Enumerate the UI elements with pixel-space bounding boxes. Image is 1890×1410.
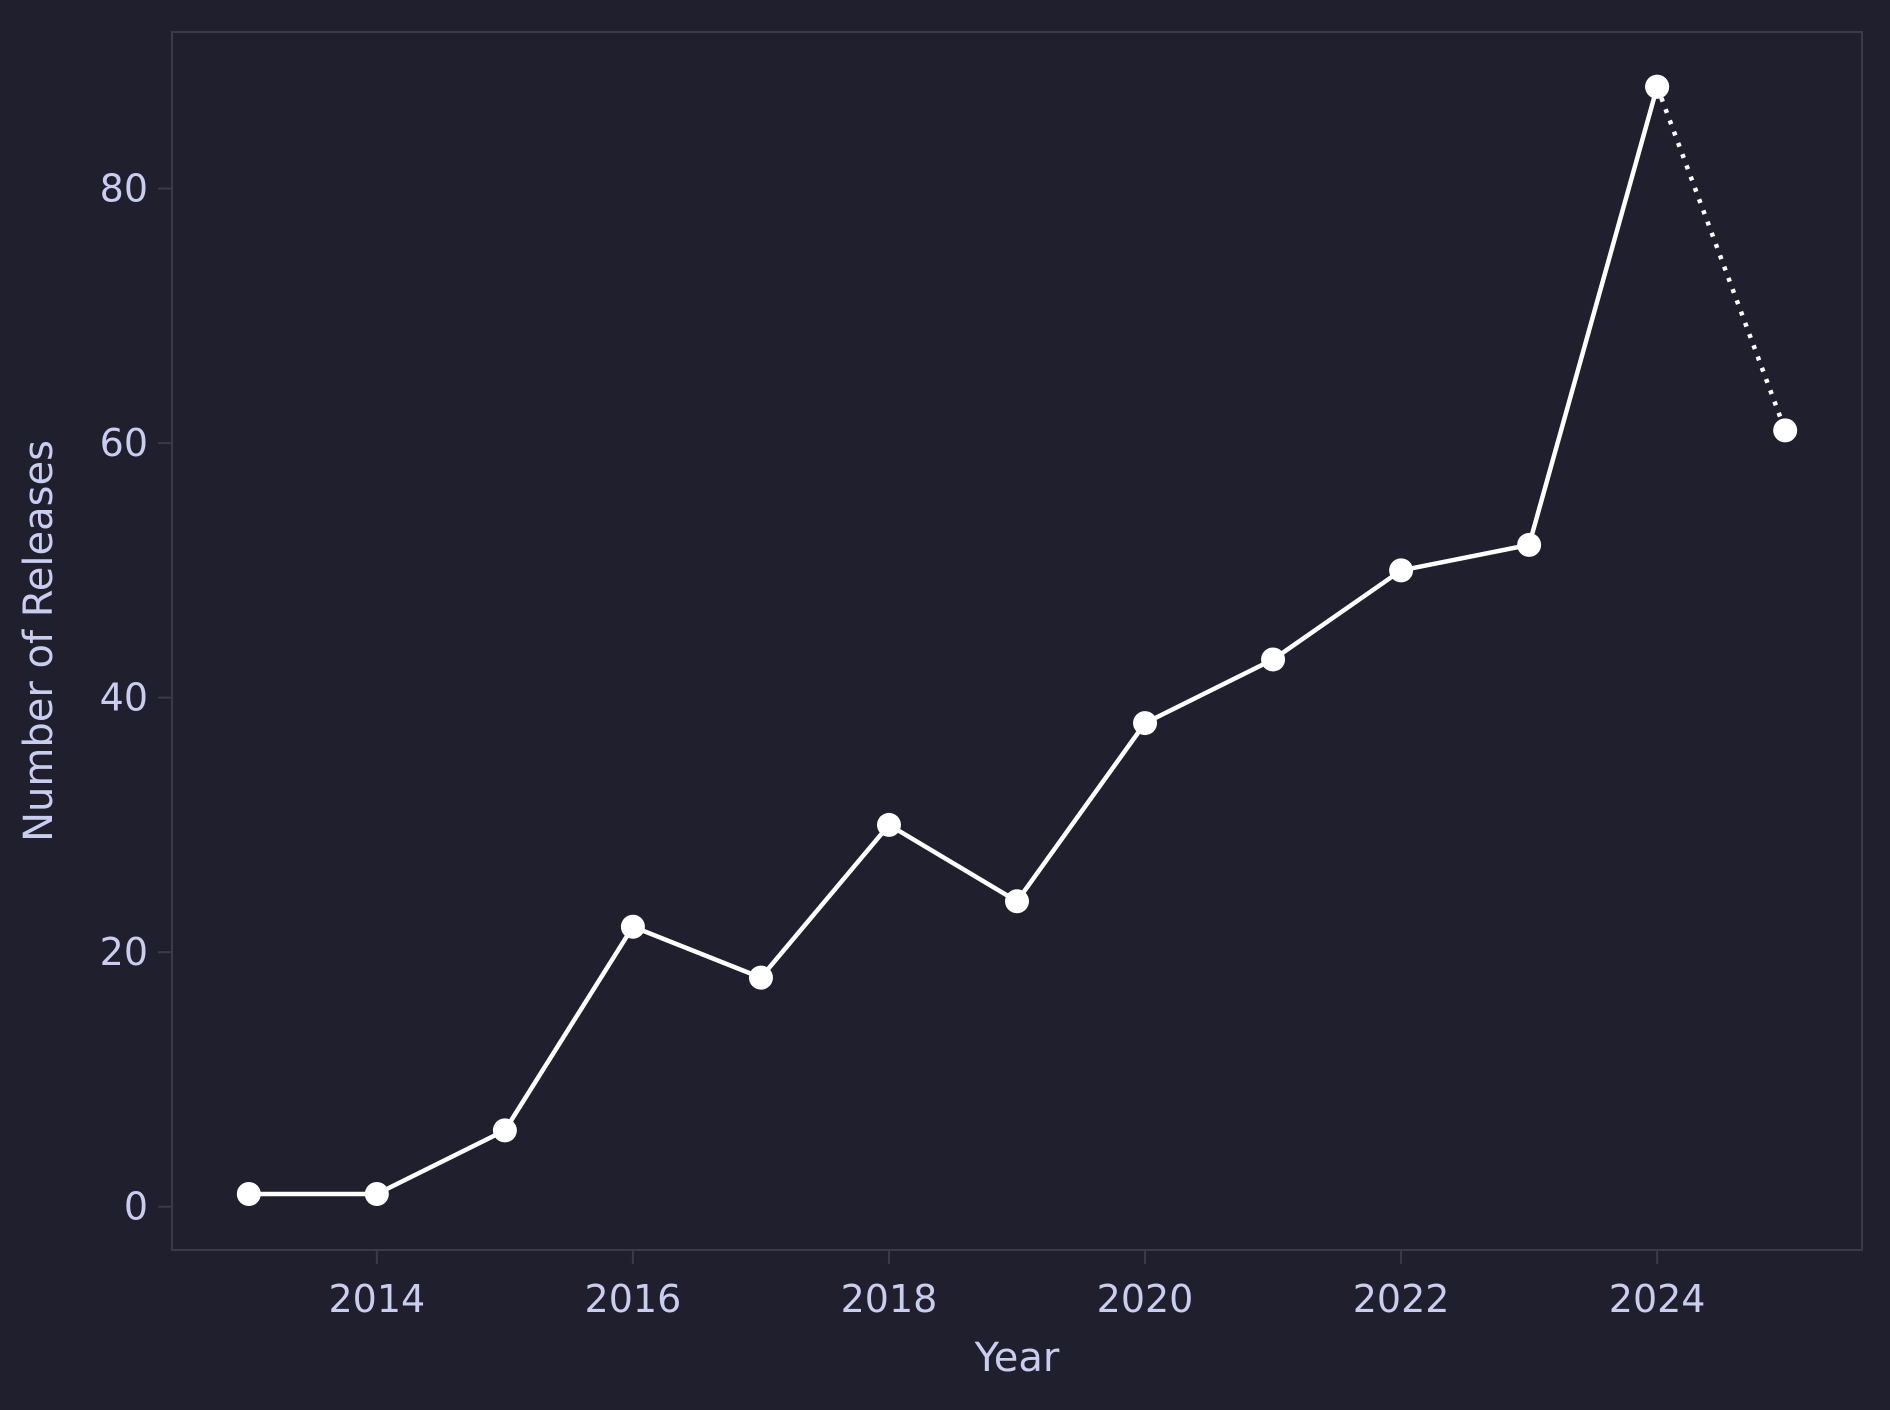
data-point — [1517, 532, 1542, 557]
x-tick-label: 2024 — [1609, 1277, 1706, 1321]
series-line-dotted — [1655, 85, 1788, 432]
plot-area-frame — [171, 31, 1863, 1251]
y-tick-label: 0 — [124, 1185, 148, 1229]
x-tick-label: 2022 — [1353, 1277, 1450, 1321]
y-tick-label: 40 — [100, 676, 148, 720]
data-point — [1645, 74, 1670, 99]
series-line — [246, 84, 1660, 1197]
data-point — [236, 1182, 261, 1206]
x-axis-label: Year — [974, 1335, 1060, 1381]
y-tick-label: 80 — [100, 167, 148, 211]
y-axis-label: Number of Releases — [16, 440, 62, 842]
data-point — [620, 914, 645, 939]
data-point — [1261, 647, 1286, 672]
x-axis-ticks: 2014 2016 2018 2020 2022 2024 — [328, 1250, 1706, 1321]
x-tick-label: 2016 — [585, 1277, 682, 1321]
y-axis-ticks: 0 20 40 60 80 — [100, 167, 172, 1229]
data-point — [748, 965, 773, 990]
data-point — [1773, 418, 1798, 443]
x-tick-label: 2020 — [1097, 1277, 1194, 1321]
x-tick-label: 2018 — [841, 1277, 938, 1321]
data-point — [1133, 711, 1158, 736]
data-point — [1005, 889, 1029, 914]
series-layer — [236, 74, 1798, 1206]
data-point — [492, 1118, 517, 1143]
x-tick-label: 2014 — [328, 1277, 425, 1321]
data-point — [364, 1182, 389, 1206]
data-point — [1389, 558, 1414, 583]
y-tick-label: 60 — [100, 421, 148, 465]
data-point — [876, 812, 901, 837]
y-tick-label: 20 — [100, 930, 148, 974]
